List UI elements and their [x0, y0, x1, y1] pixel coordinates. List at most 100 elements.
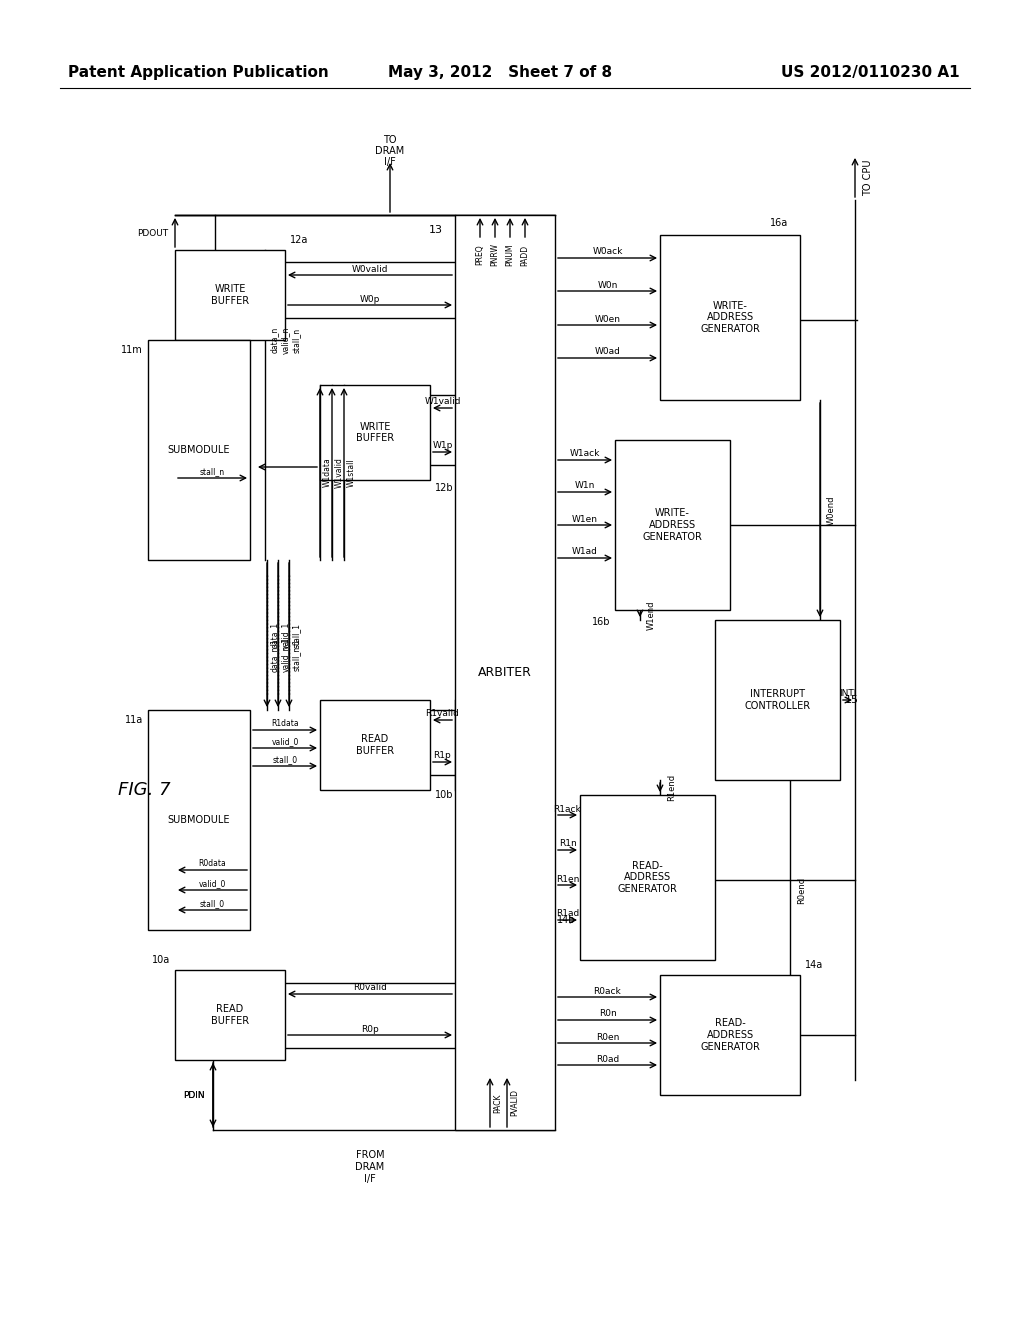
Text: READ-
ADDRESS
GENERATOR: READ- ADDRESS GENERATOR	[700, 1019, 760, 1052]
Text: data_1: data_1	[270, 622, 279, 648]
Text: WRITE-
ADDRESS
GENERATOR: WRITE- ADDRESS GENERATOR	[700, 301, 760, 334]
Text: PACK: PACK	[493, 1093, 502, 1113]
Text: W0ack: W0ack	[592, 248, 623, 256]
Text: W1valid: W1valid	[424, 397, 461, 407]
Text: R0ad: R0ad	[596, 1055, 620, 1064]
Text: US 2012/0110230 A1: US 2012/0110230 A1	[781, 65, 961, 79]
Text: PREQ: PREQ	[475, 244, 484, 265]
Text: R1en: R1en	[556, 874, 580, 883]
Text: R1ad: R1ad	[556, 909, 580, 919]
Text: INTERRUPT
CONTROLLER: INTERRUPT CONTROLLER	[744, 689, 811, 710]
Text: TO CPU: TO CPU	[863, 160, 873, 197]
Text: May 3, 2012   Sheet 7 of 8: May 3, 2012 Sheet 7 of 8	[388, 65, 612, 79]
Text: W0p: W0p	[359, 294, 380, 304]
Text: FROM: FROM	[355, 1150, 384, 1160]
Text: R0n: R0n	[599, 1010, 616, 1019]
Text: 16b: 16b	[592, 616, 610, 627]
Text: W1stall: W1stall	[347, 458, 356, 487]
Text: READ-
ADDRESS
GENERATOR: READ- ADDRESS GENERATOR	[617, 861, 678, 894]
Text: R1ack: R1ack	[554, 804, 582, 813]
Bar	[660, 975, 800, 1096]
Text: 16a: 16a	[770, 218, 788, 228]
Text: SUBMODULE: SUBMODULE	[168, 814, 230, 825]
Text: 15: 15	[845, 696, 859, 705]
Text: 14b: 14b	[556, 915, 575, 925]
Text: W1valid: W1valid	[335, 457, 344, 488]
Text: PVALID: PVALID	[510, 1089, 519, 1117]
Bar	[660, 235, 800, 400]
Bar	[580, 795, 715, 960]
Text: I/F: I/F	[384, 157, 396, 168]
Text: PDIN: PDIN	[183, 1090, 205, 1100]
Bar	[615, 440, 730, 610]
Text: stall_n-1: stall_n-1	[292, 639, 301, 672]
Text: 12b: 12b	[435, 483, 454, 492]
Text: R0ack: R0ack	[594, 986, 622, 995]
Text: FIG. 7: FIG. 7	[118, 781, 171, 799]
Text: R0data: R0data	[199, 859, 226, 869]
Bar	[319, 385, 430, 480]
Text: READ
BUFFER: READ BUFFER	[211, 1005, 249, 1026]
Text: WRITE
BUFFER: WRITE BUFFER	[356, 421, 394, 444]
Text: W0n: W0n	[597, 281, 617, 289]
Text: 14a: 14a	[805, 960, 823, 970]
Text: 12a: 12a	[290, 235, 308, 246]
Text: R0valid: R0valid	[353, 983, 387, 993]
Text: data_n-1: data_n-1	[270, 638, 279, 672]
Text: READ
BUFFER: READ BUFFER	[356, 734, 394, 756]
Text: R1end: R1end	[667, 774, 676, 801]
Text: W0en: W0en	[595, 314, 621, 323]
Text: PADD: PADD	[520, 244, 529, 265]
Text: I/F: I/F	[365, 1173, 376, 1184]
Text: R0p: R0p	[361, 1024, 379, 1034]
Text: W1n: W1n	[574, 482, 595, 491]
Text: R0en: R0en	[596, 1032, 620, 1041]
Text: W0ad: W0ad	[595, 347, 621, 356]
Text: valid_n-1: valid_n-1	[281, 638, 290, 672]
Text: valid_1: valid_1	[281, 622, 290, 648]
Bar	[455, 215, 555, 1130]
Text: 13: 13	[429, 224, 443, 235]
Text: 11a: 11a	[125, 715, 143, 725]
Text: stall_n: stall_n	[200, 467, 225, 477]
Text: W1end: W1end	[647, 601, 656, 630]
Text: R1data: R1data	[271, 719, 299, 729]
Text: W1en: W1en	[572, 515, 598, 524]
Text: stall_n: stall_n	[292, 327, 301, 352]
Text: 11m: 11m	[121, 345, 143, 355]
Text: valid_n: valid_n	[281, 326, 290, 354]
Text: W1ad: W1ad	[572, 548, 598, 557]
Bar	[175, 970, 285, 1060]
Text: valid_0: valid_0	[271, 738, 299, 747]
Text: W0end: W0end	[827, 495, 836, 525]
Text: W1ack: W1ack	[569, 450, 600, 458]
Text: WRITE-
ADDRESS
GENERATOR: WRITE- ADDRESS GENERATOR	[643, 508, 702, 541]
Text: R1p: R1p	[433, 751, 452, 760]
Text: valid_0: valid_0	[199, 879, 226, 888]
Text: PNUM: PNUM	[506, 244, 514, 267]
Text: R1n: R1n	[559, 840, 577, 849]
Text: DRAM: DRAM	[376, 147, 404, 156]
Text: SUBMODULE: SUBMODULE	[168, 445, 230, 455]
Text: stall_0: stall_0	[200, 899, 225, 908]
Text: Patent Application Publication: Patent Application Publication	[68, 65, 329, 79]
Text: R0end: R0end	[797, 876, 806, 904]
Text: ARBITER: ARBITER	[478, 667, 531, 678]
Text: stall_1: stall_1	[292, 623, 301, 648]
Bar	[148, 341, 250, 560]
Text: stall_0: stall_0	[272, 755, 298, 764]
Text: TO: TO	[383, 135, 396, 145]
Bar	[175, 249, 285, 341]
Text: PDIN: PDIN	[183, 1090, 205, 1100]
Text: W1p: W1p	[432, 441, 453, 450]
Text: data_n: data_n	[270, 327, 279, 354]
Text: W1data: W1data	[323, 458, 332, 487]
Text: 10b: 10b	[435, 789, 454, 800]
Bar	[715, 620, 840, 780]
Bar	[148, 710, 250, 931]
Text: INTI: INTI	[839, 689, 856, 698]
Text: 10a: 10a	[152, 954, 170, 965]
Text: WRITE
BUFFER: WRITE BUFFER	[211, 284, 249, 306]
Text: PNRW: PNRW	[490, 243, 500, 267]
Text: PDOUT: PDOUT	[137, 230, 168, 239]
